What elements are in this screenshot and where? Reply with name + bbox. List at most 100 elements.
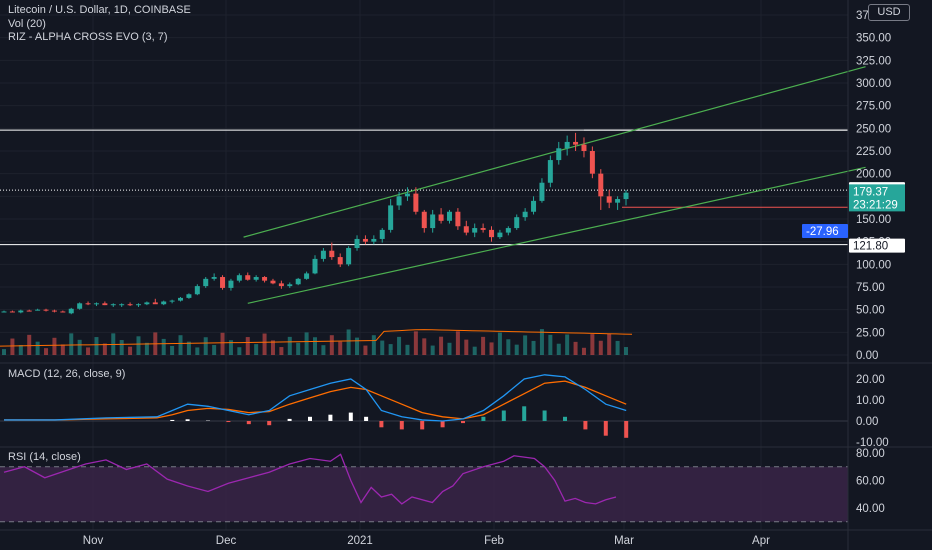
volume-bar	[338, 341, 343, 355]
candle-body	[35, 309, 41, 311]
candle-body	[270, 280, 276, 284]
candle-body	[396, 196, 402, 206]
volume-bar	[304, 332, 309, 355]
macd-pane	[0, 374, 848, 438]
macd-histogram-bar	[185, 419, 190, 421]
macd-histogram-bar	[287, 418, 292, 421]
candle-body	[371, 238, 377, 242]
price-axis-tick: 225.00	[856, 146, 891, 158]
macd-histogram-bar	[522, 406, 527, 421]
legend-riz[interactable]: RIZ - ALPHA CROSS EVO (3, 7)	[8, 31, 168, 43]
candle-body	[354, 238, 360, 249]
candle-body	[287, 284, 293, 287]
volume-bar	[329, 335, 334, 355]
volume-bar	[86, 347, 91, 355]
price-axis-tick: 0.00	[856, 350, 878, 362]
macd-histogram-bar	[440, 421, 445, 428]
currency-button[interactable]: USD	[868, 4, 910, 21]
candle-body	[362, 238, 368, 242]
candle-body	[144, 302, 150, 305]
macd-histogram-bar	[267, 421, 272, 426]
legend-volume[interactable]: Vol (20)	[8, 18, 46, 30]
volume-bar	[590, 334, 595, 355]
candle-body	[228, 280, 234, 288]
volume-bar	[439, 336, 444, 355]
time-axis-tick: Mar	[614, 535, 634, 547]
volume-bar	[514, 344, 519, 355]
time-axis[interactable]: Nov Dec 2021 Feb Mar Apr	[83, 535, 770, 547]
volume-bar	[363, 345, 368, 355]
volume-bar	[220, 332, 225, 355]
legend-macd[interactable]: MACD (12, 26, close, 9)	[8, 368, 126, 380]
volume-bar	[321, 345, 326, 355]
candles	[1, 132, 629, 315]
macd-histogram-bar	[542, 410, 547, 421]
candle-body	[26, 310, 32, 312]
volume-bar	[77, 339, 82, 355]
price-axis-tick: 350.00	[856, 33, 891, 45]
legend-rsi[interactable]: RSI (14, close)	[8, 451, 81, 463]
candle-body	[539, 182, 545, 201]
candle-body	[522, 211, 528, 218]
price-axis-tick: 150.00	[856, 214, 891, 226]
volume-bar	[10, 338, 15, 355]
macd-histogram-bar	[563, 416, 567, 421]
volume-bar	[607, 333, 612, 355]
candle-body	[253, 277, 259, 280]
candle-body	[51, 310, 57, 312]
candle-body	[127, 304, 133, 306]
volume-bar	[2, 349, 6, 355]
volume-bars	[0, 329, 633, 355]
candle-body	[119, 304, 125, 306]
candle-body	[68, 308, 74, 314]
candle-body	[236, 275, 242, 281]
candle-body	[514, 217, 520, 229]
volume-bar	[296, 342, 301, 355]
macd-histogram-bar	[501, 410, 506, 421]
candle-body	[598, 173, 604, 197]
volume-bar	[228, 340, 233, 355]
candle-body	[581, 144, 587, 151]
macd-histogram-bar	[481, 416, 486, 421]
volume-bar	[203, 337, 208, 355]
volume-bar	[254, 344, 259, 355]
volume-bar	[615, 340, 620, 355]
candle-body	[615, 199, 621, 203]
price-axis-tick: 75.00	[856, 282, 885, 294]
rsi-axis-tick: 40.00	[856, 503, 885, 515]
price-tag-countdown: 23:21:29	[853, 199, 898, 211]
macd-histogram-bar	[308, 416, 312, 421]
candle-body	[304, 273, 310, 279]
candle-body	[556, 148, 562, 161]
volume-bar	[128, 346, 133, 355]
volume-bar	[355, 337, 360, 355]
candle-body	[320, 250, 326, 259]
candle-body	[220, 277, 226, 288]
candle-body	[18, 310, 24, 313]
candle-body	[564, 141, 570, 149]
candle-body	[60, 311, 66, 313]
price-axis-tick: 50.00	[856, 305, 885, 317]
volume-bar	[44, 348, 49, 355]
volume-bar	[94, 337, 99, 355]
candle-body	[497, 232, 503, 238]
candle-body	[573, 141, 579, 145]
macd-signal-line	[4, 380, 627, 421]
candle-body	[102, 303, 108, 306]
price-tag-last: 179.37	[853, 186, 888, 198]
horizontal-levels[interactable]	[0, 129, 848, 246]
volume-bar	[279, 347, 284, 355]
volume-bar	[161, 338, 166, 355]
legend-main[interactable]: Litecoin / U.S. Dollar, 1D, COINBASE	[8, 4, 191, 16]
volume-bar	[380, 340, 385, 355]
candle-body	[161, 301, 167, 305]
price-axis[interactable]: 375.00350.00325.00300.00275.00250.00225.…	[856, 10, 891, 515]
volume-bar	[27, 334, 32, 355]
macd-histogram-bar	[246, 421, 251, 425]
volume-bar	[371, 335, 376, 355]
price-axis-tick: 100.00	[856, 259, 891, 271]
trend-channel[interactable]	[243, 66, 866, 304]
